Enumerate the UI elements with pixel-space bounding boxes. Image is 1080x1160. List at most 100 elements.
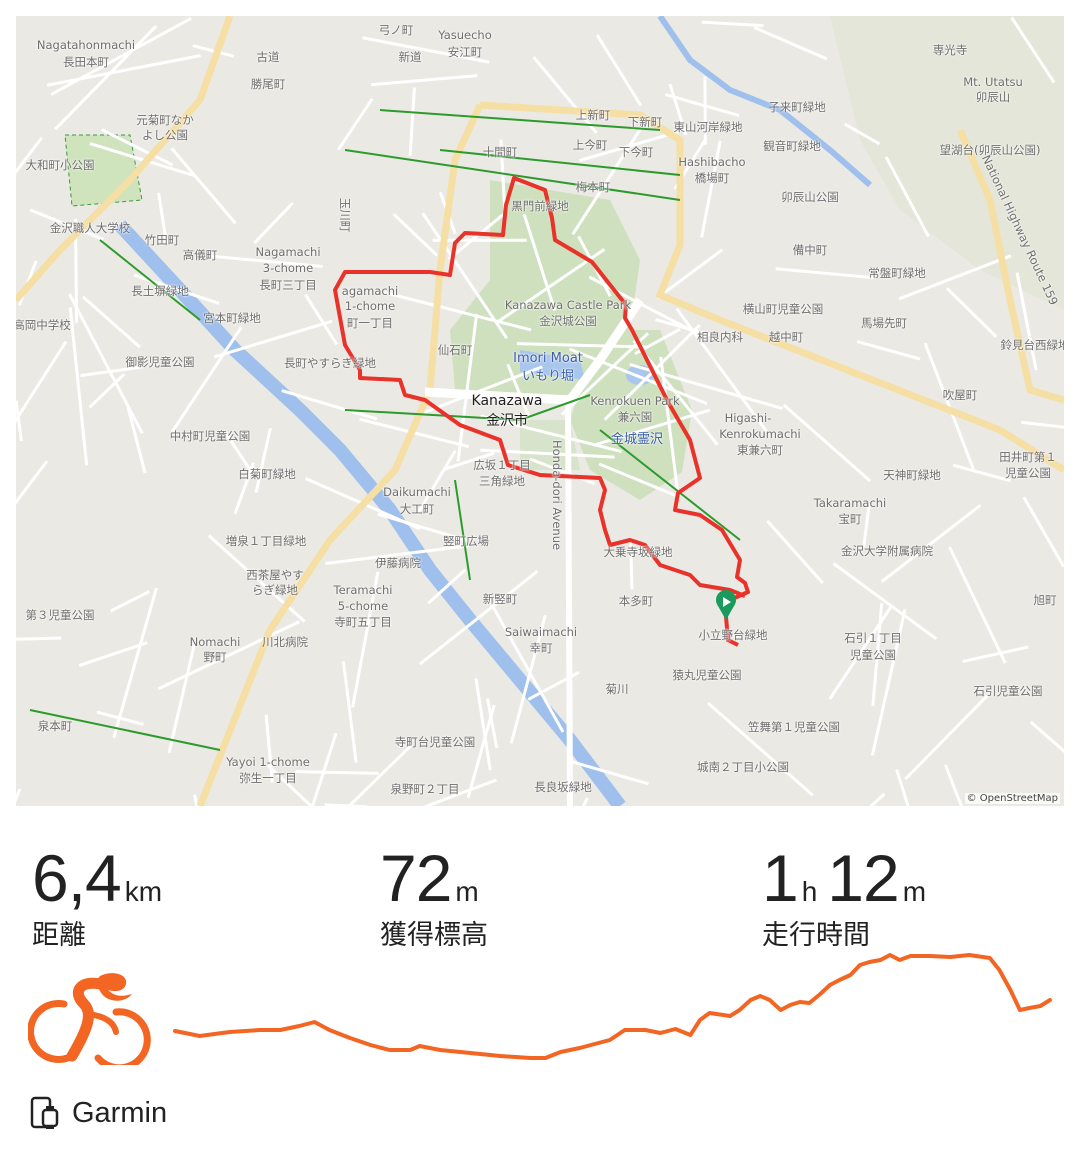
street <box>211 254 323 269</box>
elevation-point <box>258 1028 262 1032</box>
map-label: Higashi- <box>724 411 772 425</box>
street <box>856 340 921 361</box>
map-label: 児童公園 <box>1005 466 1051 480</box>
elevation-point <box>988 956 992 960</box>
device-info: Garmin <box>30 1096 167 1130</box>
map-label: Nagamachi <box>255 245 321 259</box>
start-marker-play <box>723 597 731 607</box>
map-attribution[interactable]: © OpenStreetMap <box>964 793 1060 804</box>
street <box>532 56 598 134</box>
street <box>192 44 235 58</box>
elevation-point <box>708 1011 712 1015</box>
map-label: 天神町緑地 <box>883 468 941 482</box>
elevation-point <box>749 998 753 1002</box>
map-label: 上新町 <box>575 108 611 122</box>
map-label: 町一丁目 <box>347 316 393 330</box>
street <box>898 254 1012 301</box>
elevation-point <box>888 953 892 957</box>
street <box>266 764 314 806</box>
distance-value: 6,4 <box>32 841 122 915</box>
elevation-point <box>198 1034 202 1038</box>
street <box>775 267 876 280</box>
street <box>362 36 490 64</box>
elevation-point <box>623 1028 627 1032</box>
bike-route <box>29 709 221 751</box>
street <box>16 400 23 442</box>
map-label: 高岡中学校 <box>16 318 71 332</box>
street <box>422 778 497 806</box>
map-label: 三角緑地 <box>479 474 525 488</box>
street <box>421 212 509 340</box>
elevation-point <box>948 955 952 959</box>
street <box>16 137 43 175</box>
street <box>629 363 783 410</box>
street <box>944 764 963 806</box>
map-label: Honda-dori Avenue <box>550 439 564 551</box>
map-label: 田井町第１ <box>999 450 1057 464</box>
elevation-point <box>278 1028 282 1032</box>
street <box>952 463 1011 483</box>
elevation-gain-unit: m <box>455 876 479 907</box>
street <box>884 156 930 238</box>
map-label: 菊川 <box>605 682 629 696</box>
street <box>443 451 495 471</box>
street <box>629 538 634 590</box>
map-label: agamachi <box>341 284 399 298</box>
cycling-icon <box>28 973 151 1065</box>
map-label: 金沢城公園 <box>539 314 597 328</box>
street <box>46 54 201 87</box>
map-label: 勝尾町 <box>250 77 286 91</box>
map-label: 元菊町なか <box>136 113 194 127</box>
distance-label: 距離 <box>32 920 86 951</box>
street <box>904 694 989 781</box>
map-label: 野町 <box>203 650 227 664</box>
elevation-point <box>438 1048 442 1052</box>
map-label: 古道 <box>256 50 280 64</box>
street <box>707 701 814 797</box>
elevation-point <box>868 960 872 964</box>
route-map[interactable]: Nagatahonmachi 長田本町 古道 新道 Yasuecho 安江町 勝尾町 元菊町な… <box>16 16 1064 806</box>
map-label: 高儀町 <box>182 248 218 262</box>
map-label: 寺町台児童公園 <box>394 735 476 749</box>
street <box>962 645 1029 664</box>
map-label: 仙石町 <box>437 343 473 357</box>
street <box>341 661 358 763</box>
street <box>100 128 174 167</box>
street <box>1021 420 1064 429</box>
street <box>419 570 539 666</box>
street <box>371 74 478 87</box>
street <box>595 34 643 107</box>
map-label: 長田本町 <box>63 55 109 69</box>
street <box>254 427 272 493</box>
street <box>78 641 148 668</box>
map-label: 3-chome <box>262 261 314 275</box>
street <box>29 208 104 241</box>
map-label: 旭町 <box>1033 593 1057 607</box>
street <box>664 93 740 117</box>
map-label: 金沢市 <box>486 413 528 429</box>
elevation-point <box>608 1038 612 1042</box>
elevation-point <box>297 1024 301 1028</box>
elevation-point <box>173 1029 177 1033</box>
map-label: 卯辰山 <box>975 90 1011 104</box>
street <box>701 20 764 28</box>
elevation-point <box>1038 1004 1042 1008</box>
map-label: 東兼六町 <box>737 443 783 457</box>
street <box>325 544 470 566</box>
map-label: 石引１丁目 <box>844 631 902 645</box>
street <box>578 130 680 163</box>
elevation-profile-chart <box>173 953 1052 1060</box>
major-road <box>956 128 1064 404</box>
elevation-point <box>388 1048 392 1052</box>
street <box>659 356 681 500</box>
map-label: 弓ノ町 <box>378 23 414 37</box>
street <box>337 97 374 151</box>
elevation-point <box>673 1027 677 1031</box>
map-label: 橋場町 <box>694 171 730 185</box>
major-road <box>479 101 1064 473</box>
street <box>753 26 828 61</box>
map-label: 1-chome <box>344 299 396 313</box>
device-icon <box>30 1096 59 1129</box>
map-label: 小立野台緑地 <box>698 628 768 642</box>
street <box>948 546 1007 664</box>
